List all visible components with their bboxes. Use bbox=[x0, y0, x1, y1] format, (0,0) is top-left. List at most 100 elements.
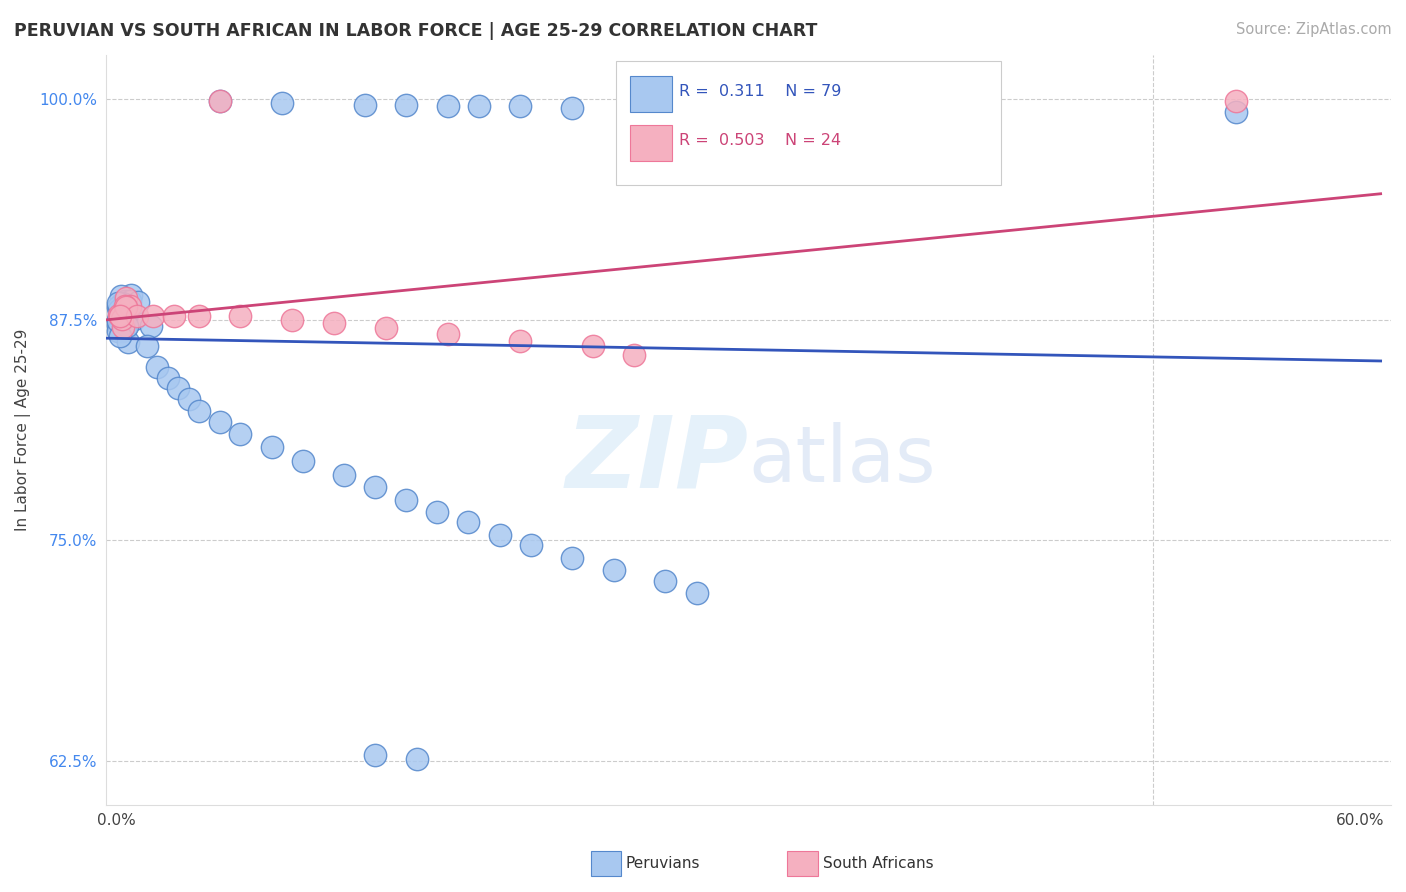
Point bbox=[110, 289, 132, 303]
Point bbox=[112, 299, 135, 313]
Point bbox=[208, 94, 231, 108]
Point bbox=[108, 329, 131, 343]
Point bbox=[602, 563, 624, 577]
Point bbox=[107, 300, 129, 314]
Point bbox=[281, 312, 304, 326]
Point bbox=[107, 300, 129, 314]
Point bbox=[364, 748, 387, 763]
Point bbox=[623, 348, 645, 362]
Point bbox=[426, 505, 449, 519]
Text: PERUVIAN VS SOUTH AFRICAN IN LABOR FORCE | AGE 25-29 CORRELATION CHART: PERUVIAN VS SOUTH AFRICAN IN LABOR FORCE… bbox=[14, 22, 817, 40]
Point bbox=[111, 308, 134, 322]
Point bbox=[136, 339, 159, 353]
Point bbox=[395, 492, 418, 507]
Point bbox=[436, 99, 458, 113]
Point bbox=[118, 293, 141, 308]
Point bbox=[107, 296, 129, 310]
Point bbox=[117, 309, 139, 323]
Point bbox=[115, 319, 138, 334]
Point bbox=[111, 320, 134, 334]
Point bbox=[115, 291, 138, 305]
Point bbox=[114, 304, 136, 318]
Point bbox=[112, 296, 135, 310]
Point bbox=[1225, 104, 1247, 119]
Point bbox=[115, 307, 138, 321]
Point bbox=[519, 538, 541, 552]
Point bbox=[122, 312, 145, 326]
Point bbox=[561, 101, 583, 115]
Point bbox=[208, 94, 231, 108]
Point bbox=[188, 404, 211, 418]
Point bbox=[107, 305, 129, 319]
Point bbox=[127, 294, 149, 309]
Point bbox=[333, 467, 356, 482]
Point bbox=[108, 303, 131, 318]
Point bbox=[108, 306, 131, 320]
Text: Peruvians: Peruvians bbox=[626, 856, 700, 871]
Point bbox=[118, 301, 141, 316]
Point bbox=[142, 309, 165, 323]
Point bbox=[115, 310, 138, 324]
Point bbox=[188, 309, 211, 323]
Point bbox=[114, 302, 136, 317]
Text: atlas: atlas bbox=[748, 422, 936, 498]
Point bbox=[107, 318, 129, 333]
Point bbox=[270, 95, 292, 110]
Point bbox=[156, 371, 179, 385]
Point bbox=[436, 326, 458, 341]
Point bbox=[107, 324, 129, 338]
Text: R =  0.503    N = 24: R = 0.503 N = 24 bbox=[679, 134, 841, 148]
Point bbox=[108, 309, 131, 323]
Point bbox=[654, 574, 676, 588]
Point bbox=[229, 427, 252, 442]
Point bbox=[167, 381, 190, 395]
Point bbox=[114, 323, 136, 337]
Point bbox=[111, 324, 134, 338]
Point bbox=[108, 316, 131, 330]
Point bbox=[208, 415, 231, 429]
Point bbox=[114, 293, 136, 308]
Point bbox=[405, 752, 427, 766]
Point bbox=[118, 299, 141, 313]
Point bbox=[260, 440, 283, 454]
Point bbox=[117, 335, 139, 350]
Point bbox=[125, 309, 148, 323]
Point bbox=[107, 309, 129, 323]
Point bbox=[509, 99, 531, 113]
Point bbox=[115, 300, 138, 314]
Point bbox=[322, 316, 344, 330]
Point bbox=[457, 516, 479, 530]
Point bbox=[111, 316, 134, 330]
Point bbox=[509, 334, 531, 348]
Point bbox=[561, 550, 583, 565]
Point bbox=[353, 97, 375, 112]
Point bbox=[291, 454, 314, 468]
Point bbox=[107, 312, 129, 326]
Point bbox=[374, 321, 396, 335]
Point bbox=[146, 360, 169, 375]
Point bbox=[177, 392, 200, 406]
Point bbox=[107, 308, 129, 322]
Text: ZIP: ZIP bbox=[565, 411, 748, 508]
Point bbox=[163, 309, 186, 323]
Point bbox=[120, 288, 142, 302]
Point bbox=[395, 97, 418, 112]
Point bbox=[229, 309, 252, 323]
Point bbox=[111, 296, 134, 310]
Point bbox=[114, 310, 136, 325]
Text: Source: ZipAtlas.com: Source: ZipAtlas.com bbox=[1236, 22, 1392, 37]
Point bbox=[111, 306, 134, 320]
Point bbox=[582, 339, 605, 353]
Y-axis label: In Labor Force | Age 25-29: In Labor Force | Age 25-29 bbox=[15, 328, 31, 531]
Point bbox=[139, 319, 162, 334]
Point bbox=[114, 299, 136, 313]
Point bbox=[364, 480, 387, 494]
Point bbox=[488, 528, 510, 542]
Text: South Africans: South Africans bbox=[823, 856, 934, 871]
Point bbox=[893, 103, 915, 117]
Point bbox=[468, 99, 491, 113]
Text: R =  0.311    N = 79: R = 0.311 N = 79 bbox=[679, 85, 841, 99]
Point bbox=[685, 586, 707, 600]
Point bbox=[112, 321, 135, 335]
Point bbox=[107, 314, 129, 328]
